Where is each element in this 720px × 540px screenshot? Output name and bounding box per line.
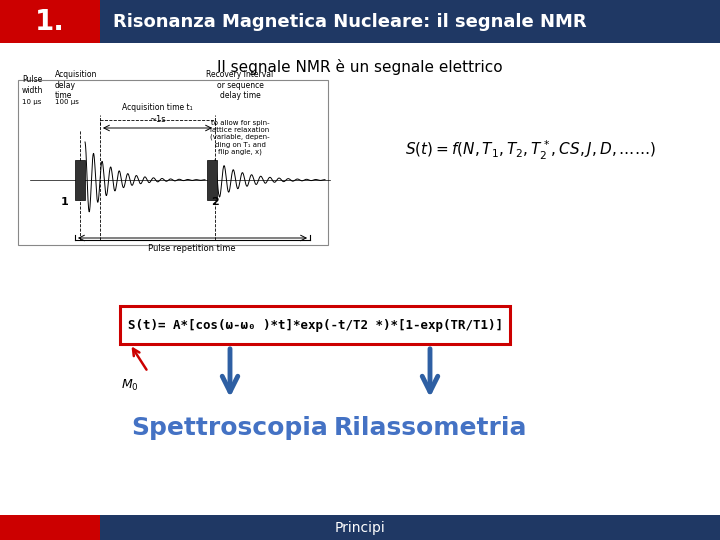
FancyBboxPatch shape <box>0 515 100 540</box>
FancyBboxPatch shape <box>0 0 100 43</box>
FancyBboxPatch shape <box>120 306 510 344</box>
Text: to allow for spin-
lattice relaxation
(variable, depen-
ding on T₁ and
flip angl: to allow for spin- lattice relaxation (v… <box>210 120 270 155</box>
Text: Spettroscopia: Spettroscopia <box>132 416 328 440</box>
Text: ~1s: ~1s <box>149 115 166 124</box>
Text: Pulse repetition time: Pulse repetition time <box>148 244 236 253</box>
Text: Principi: Principi <box>335 521 385 535</box>
Text: Il segnale NMR è un segnale elettrico: Il segnale NMR è un segnale elettrico <box>217 59 503 75</box>
Text: S(t)= A*[cos(ω-ω₀ )*t]*exp(-t/T2 *)*[1-exp(TR/T1)]: S(t)= A*[cos(ω-ω₀ )*t]*exp(-t/T2 *)*[1-e… <box>127 319 503 332</box>
Text: Pulse
width: Pulse width <box>22 75 43 94</box>
FancyBboxPatch shape <box>18 80 328 245</box>
Text: $M_0$: $M_0$ <box>121 377 139 393</box>
Text: 1: 1 <box>61 197 69 207</box>
Text: Acquisition time t₁: Acquisition time t₁ <box>122 103 192 112</box>
Text: 100 μs: 100 μs <box>55 99 79 105</box>
Text: Acquisition
delay
time: Acquisition delay time <box>55 70 97 100</box>
FancyBboxPatch shape <box>75 160 85 200</box>
Text: Rilassometria: Rilassometria <box>333 416 527 440</box>
Text: 1.: 1. <box>35 8 65 36</box>
Text: Recovery interval
or sequence
delay time: Recovery interval or sequence delay time <box>207 70 274 100</box>
Text: Risonanza Magnetica Nucleare: il segnale NMR: Risonanza Magnetica Nucleare: il segnale… <box>113 13 587 31</box>
Text: 2: 2 <box>211 197 219 207</box>
Text: 10 μs: 10 μs <box>22 99 41 105</box>
FancyBboxPatch shape <box>100 0 720 43</box>
FancyBboxPatch shape <box>100 515 720 540</box>
FancyBboxPatch shape <box>207 160 217 200</box>
Text: $S(t) = f(N,T_1,T_2,T_2^*,CS,J,D,\ldots\ldots)$: $S(t) = f(N,T_1,T_2,T_2^*,CS,J,D,\ldots\… <box>405 138 655 161</box>
